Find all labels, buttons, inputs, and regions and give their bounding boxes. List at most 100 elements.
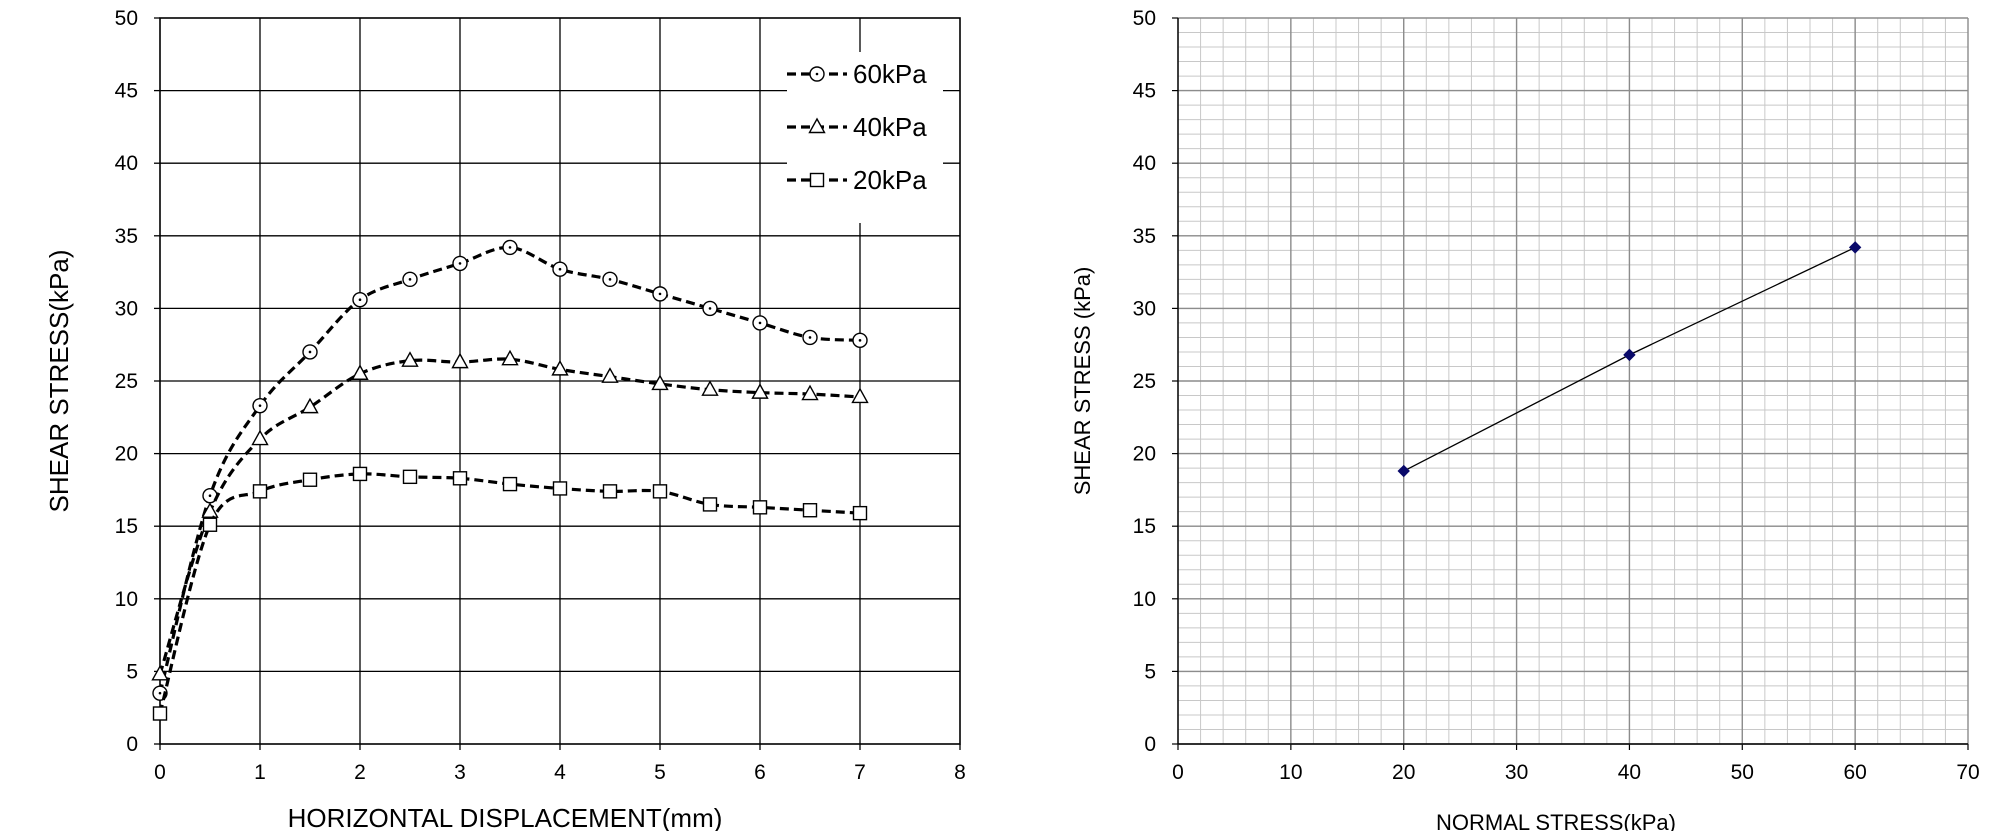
x-tick-label: 7 [854,761,866,784]
circle-marker-dot [708,307,712,310]
y-tick-label: 25 [1133,370,1156,393]
series-line-20kPa [158,472,861,714]
x-tick-label: 2 [354,761,366,784]
triangle-marker [251,429,269,446]
legend-label: 20kPa [853,165,927,195]
series-line-40kPa [158,357,861,675]
legend-label: 60kPa [853,59,927,89]
legend-circle-marker-dot [815,72,819,76]
x-tick-label: 40 [1618,761,1641,784]
triangle-marker [351,364,369,380]
y-tick-label: 25 [115,370,138,393]
y-tick-label: 45 [1133,80,1156,103]
square-marker [852,505,868,521]
x-tick-label: 1 [254,761,266,784]
y-tick-label: 50 [115,7,138,30]
square-marker [452,471,468,486]
circle-marker-dot [458,262,462,265]
square-marker [702,497,718,512]
y-tick-label: 45 [115,80,138,103]
diamond-marker [1623,348,1636,362]
diamond-marker [1848,241,1862,254]
circle-marker-dot [408,278,412,281]
legend-item-60kPa: 60kPa [787,59,927,89]
y-tick-label: 40 [1133,152,1156,175]
circle-marker-dot [508,246,512,249]
y-axis-label: SHEAR STRESS (kPa) [1070,267,1095,496]
square-marker [802,503,818,518]
y-tick-label: 5 [126,660,138,683]
x-axis-label: HORIZONTAL DISPLACEMENT(mm) [288,803,723,831]
legend-label: 40kPa [853,112,927,142]
displacement-chart: 0 1 2 3 4 5 6 7 805101520253035404550HORIZONTAL … [44,7,966,833]
x-tick-label: 10 [1279,761,1302,784]
triangle-marker [451,352,469,369]
triangle-marker [851,387,869,404]
square-marker [152,706,168,721]
triangle-marker [401,351,419,367]
series-envelope [1397,241,1862,478]
y-tick-label: 35 [115,225,138,248]
triangle-marker [301,397,319,414]
square-marker [652,484,668,499]
y-tick-label: 40 [115,152,138,175]
series-line-60kPa [158,245,861,694]
legend-item-40kPa: 40kPa [787,112,927,142]
circle-marker-dot [758,321,762,325]
x-tick-label: 60 [1843,761,1866,784]
triangle-marker [551,359,569,376]
legend-triangle-marker [808,117,826,134]
circle-marker-dot [158,691,162,695]
x-tick-label: 5 [654,761,666,784]
triangle-marker [701,380,719,396]
y-tick-label: 10 [1133,588,1156,611]
x-tick-label: 8 [954,761,966,784]
circle-marker-dot [208,494,212,498]
x-tick-label: 4 [554,761,566,784]
triangle-marker [201,502,219,518]
y-tick-label: 15 [115,515,138,538]
diamond-marker [1397,464,1410,478]
x-tick-label: 20 [1392,761,1415,784]
y-tick-label: 0 [1144,733,1156,756]
square-marker [552,481,568,496]
series-40kPa [151,349,869,681]
square-marker [502,476,518,492]
legend-item-20kPa: 20kPa [787,165,927,195]
square-marker [602,484,618,499]
triangle-marker [651,374,669,391]
y-tick-label: 20 [1133,443,1156,466]
x-tick-label: 70 [1956,761,1979,784]
y-axis-label: SHEAR STRESS(kPa) [44,250,74,513]
y-tick-label: 30 [115,297,138,320]
y-tick-label: 50 [1133,7,1156,30]
circle-marker-dot [858,339,862,342]
y-tick-label: 10 [115,588,138,611]
triangle-marker [801,384,819,401]
square-marker [402,469,418,485]
circle-marker-dot [308,350,312,354]
x-tick-label: 0 [154,761,166,784]
triangle-marker [751,383,769,399]
square-marker [252,484,268,499]
square-marker [352,466,368,482]
circle-marker-dot [358,298,362,301]
x-tick-label: 30 [1505,761,1528,784]
y-tick-label: 0 [126,733,138,756]
square-marker [202,517,218,532]
x-tick-label: 50 [1731,761,1754,784]
x-axis-label: NORMAL STRESS(kPa) [1436,810,1676,831]
y-tick-label: 20 [115,443,138,466]
legend-square-marker [809,172,825,188]
y-tick-label: 35 [1133,225,1156,248]
x-tick-label: 6 [754,761,766,784]
triangle-marker [601,367,619,383]
circle-marker-dot [658,292,662,296]
y-tick-label: 5 [1144,660,1156,683]
circle-marker-dot [558,267,562,271]
x-tick-label: 0 [1172,761,1184,784]
circle-marker-dot [258,404,262,407]
plot-frame [159,17,961,745]
